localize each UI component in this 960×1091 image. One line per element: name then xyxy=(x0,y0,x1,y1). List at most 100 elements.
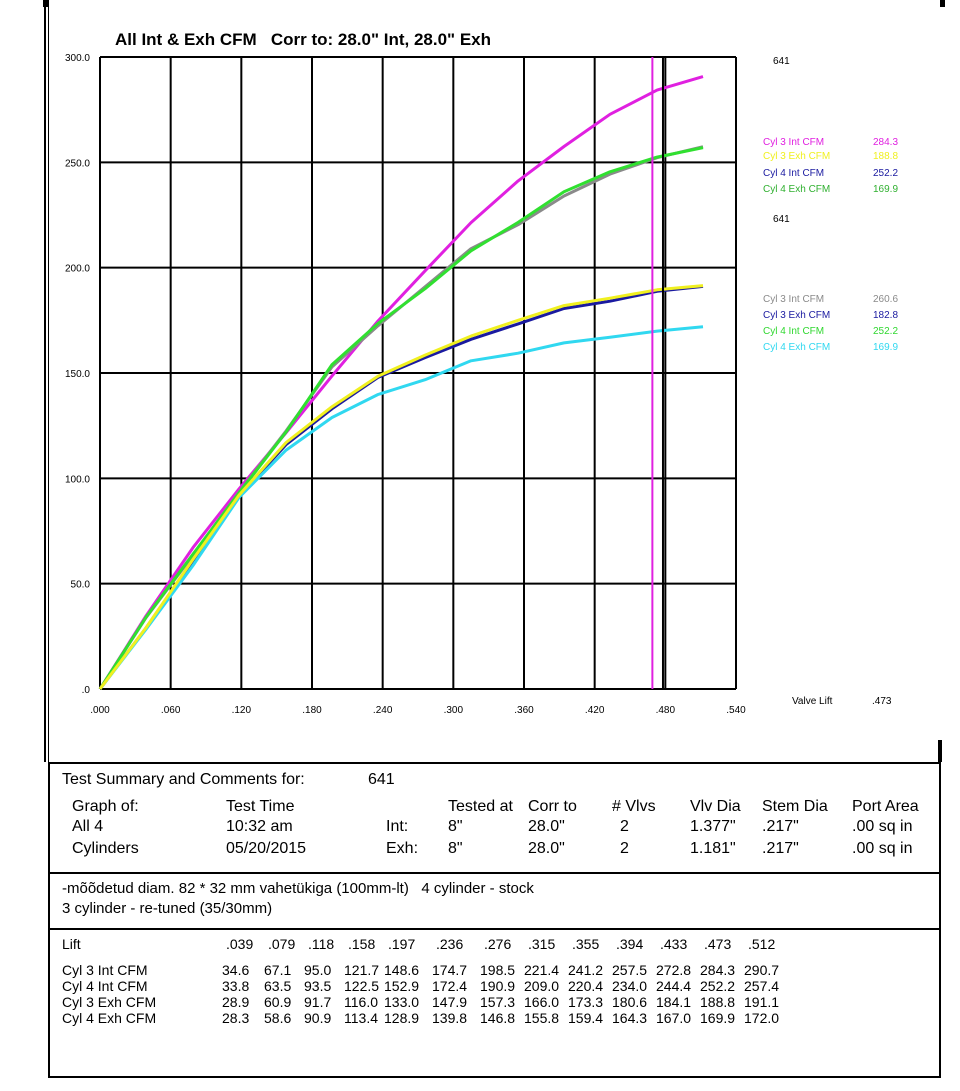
header-tested-at: Tested at xyxy=(448,798,513,815)
legend-label: Cyl 4 Int CFM xyxy=(763,168,824,179)
int-vlvs: 2 xyxy=(620,818,629,835)
lift-header-cell: .158 xyxy=(348,936,376,952)
exh-corr-to: 28.0" xyxy=(528,840,565,857)
table-cell: 28.3 xyxy=(222,1010,250,1026)
frame-border-right xyxy=(938,740,942,762)
x-tick-label: .120 xyxy=(232,705,252,716)
legend-value: 252.2 xyxy=(873,168,898,179)
exh-vlvs: 2 xyxy=(620,840,629,857)
table-cell: 147.9 xyxy=(432,994,468,1010)
lift-header-cell: .118 xyxy=(308,936,335,952)
table-cell: 60.9 xyxy=(264,994,292,1010)
lift-header-cell: .079 xyxy=(268,936,296,952)
frame-border-left xyxy=(44,0,46,762)
legend-value: 284.3 xyxy=(873,137,898,148)
legend-group-1: 641 Cyl 3 Int CFM 284.3 Cyl 3 Exh CFM 18… xyxy=(763,56,898,195)
header-test-time: Test Time xyxy=(226,798,295,815)
summary-test-id: 641 xyxy=(368,771,395,788)
table-cell: 209.0 xyxy=(524,978,560,994)
test-time-value: 10:32 am xyxy=(226,818,293,835)
table-row-label: Cyl 4 Int CFM xyxy=(62,978,148,994)
series-line-0 xyxy=(98,75,704,690)
legend-label: Cyl 4 Int CFM xyxy=(763,326,824,337)
summary-title: Test Summary and Comments for: xyxy=(62,771,305,788)
x-tick-labels: .000 .060 .120 .180 .240 .300 .360 .420 .480 .540 xyxy=(90,705,746,716)
table-cell: 58.6 xyxy=(264,1010,292,1026)
lift-header-cell: .315 xyxy=(528,936,556,952)
header-port-area: Port Area xyxy=(852,798,919,815)
int-label: Int: xyxy=(386,818,409,835)
int-stem-dia: .217" xyxy=(762,818,799,835)
table-cell: 91.7 xyxy=(304,994,332,1010)
table-cell: 159.4 xyxy=(568,1010,604,1026)
table-cell: 157.3 xyxy=(480,994,516,1010)
table-cell: 244.4 xyxy=(656,978,692,994)
table-cell: 146.8 xyxy=(480,1010,516,1026)
exh-stem-dia: .217" xyxy=(762,840,799,857)
legend-value: 169.9 xyxy=(873,342,898,353)
lift-header-cell: .512 xyxy=(748,936,776,952)
legend-value: 260.6 xyxy=(873,294,898,305)
x-tick-label: .060 xyxy=(161,705,181,716)
legend-group-2-id: 641 xyxy=(773,214,790,225)
x-tick-label: .000 xyxy=(90,705,110,716)
table-cell: 148.6 xyxy=(384,962,420,978)
y-tick-label: 100.0 xyxy=(65,474,90,485)
table-cell: 174.7 xyxy=(432,962,468,978)
table-cell: 166.0 xyxy=(524,994,560,1010)
header-graph-of: Graph of: xyxy=(72,798,139,815)
exh-port-area: .00 sq in xyxy=(852,840,913,857)
table-cell: 34.6 xyxy=(222,962,250,978)
flow-chart: .0 50.0 100.0 150.0 200.0 250.0 300.0 .000 .060… xyxy=(65,30,898,716)
table-cell: 121.7 xyxy=(344,962,380,978)
table-cell: 252.2 xyxy=(700,978,736,994)
table-cell: 180.6 xyxy=(612,994,648,1010)
x-tick-label: .540 xyxy=(726,705,746,716)
table-cell: 133.0 xyxy=(384,994,420,1010)
y-tick-label: 50.0 xyxy=(71,580,91,591)
lift-header-cell: .236 xyxy=(436,936,464,952)
table-cell: 290.7 xyxy=(744,962,780,978)
table-row-label: Cyl 3 Exh CFM xyxy=(62,994,157,1010)
table-cell: 116.0 xyxy=(344,994,378,1010)
table-cell: 67.1 xyxy=(264,962,292,978)
comment-line-2: 3 cylinder - re-tuned (35/30mm) xyxy=(62,900,273,917)
flow-table: Lift .039 .079 .118 .158 .197 .236 .276 .315 .35… xyxy=(50,928,939,1076)
series-line-3 xyxy=(98,325,704,690)
table-cell: 128.9 xyxy=(384,1010,420,1026)
y-tick-label: .0 xyxy=(82,685,91,696)
header-vlvs: # Vlvs xyxy=(612,798,656,815)
x-tick-label: .360 xyxy=(514,705,534,716)
comment-section: -mõõdetud diam. 82 * 32 mm vahetükiga (1… xyxy=(50,872,939,930)
frame-border-left-inner xyxy=(48,0,49,762)
x-tick-label: .180 xyxy=(302,705,322,716)
table-cell: 155.8 xyxy=(524,1010,560,1026)
table-cell: 113.4 xyxy=(344,1010,378,1026)
graph-of-value-2: Cylinders xyxy=(72,840,139,857)
table-cell: 93.5 xyxy=(304,978,332,994)
table-cell: 272.8 xyxy=(656,962,692,978)
legend-group-2: 641 Cyl 3 Int CFM 260.6 Cyl 3 Exh CFM 18… xyxy=(763,214,898,353)
lift-header-cell: .276 xyxy=(484,936,512,952)
table-cell: 152.9 xyxy=(384,978,420,994)
legend-label: Cyl 4 Exh CFM xyxy=(763,342,830,353)
table-cell: 164.3 xyxy=(612,1010,648,1026)
y-tick-label: 250.0 xyxy=(65,158,90,169)
int-tested-at: 8" xyxy=(448,818,463,835)
legend-value: 169.9 xyxy=(873,184,898,195)
series-line-5 xyxy=(98,284,704,690)
table-cell: 241.2 xyxy=(568,962,604,978)
lift-header-cell: .355 xyxy=(572,936,600,952)
table-cell: 191.1 xyxy=(744,994,780,1010)
table-cell: 63.5 xyxy=(264,978,292,994)
table-cell: 284.3 xyxy=(700,962,736,978)
table-cell: 172.0 xyxy=(744,1010,780,1026)
comment-line-1: -mõõdetud diam. 82 * 32 mm vahetükiga (1… xyxy=(62,880,534,897)
x-tick-label: .420 xyxy=(585,705,605,716)
test-summary-panel: Test Summary and Comments for: 641 Graph… xyxy=(48,762,941,1078)
table-cell: 198.5 xyxy=(480,962,516,978)
chart-title: All Int & Exh CFM Corr to: 28.0" Int, 28… xyxy=(115,30,491,49)
table-cell: 220.4 xyxy=(568,978,604,994)
table-row-label: Cyl 4 Exh CFM xyxy=(62,1010,157,1026)
table-cell: 190.9 xyxy=(480,978,516,994)
